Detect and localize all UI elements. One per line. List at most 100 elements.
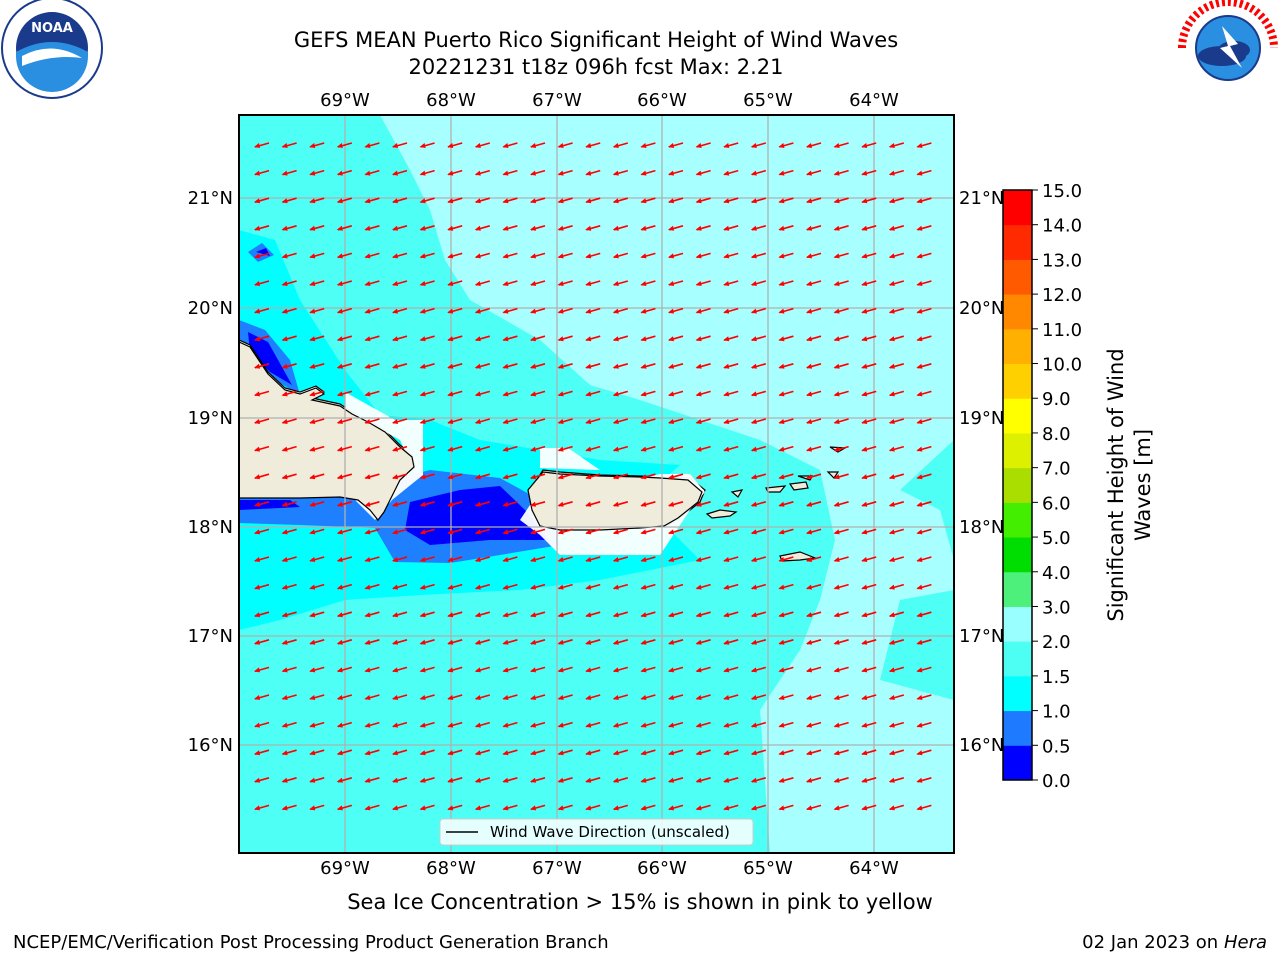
wave-direction-arrow xyxy=(695,666,711,673)
wave-direction-arrow xyxy=(502,639,518,645)
wave-direction-arrow xyxy=(530,528,546,535)
virgin-gorda-island xyxy=(826,471,840,479)
wave-direction-arrow xyxy=(530,611,546,618)
lat-label: 17°N xyxy=(188,626,233,647)
wave-direction-arrow xyxy=(750,804,767,811)
wave-direction-arrow xyxy=(806,473,822,480)
wave-direction-arrow xyxy=(254,390,270,397)
wave-direction-arrow xyxy=(916,390,932,397)
wave-direction-arrow xyxy=(612,639,629,645)
wave-direction-arrow xyxy=(585,225,601,231)
wave-direction-arrow xyxy=(502,501,518,507)
chart-subtitle-forecast: 20221231 t18z 096h fcst Max: 2.21 xyxy=(408,55,784,79)
colorbar-tick-label: 9.0 xyxy=(1042,389,1071,410)
lon-label: 68°W xyxy=(426,90,476,111)
wave-direction-arrow xyxy=(778,307,794,314)
wave-direction-arrow xyxy=(723,556,739,562)
wave-direction-arrow xyxy=(557,445,573,452)
wave-direction-arrow xyxy=(585,252,601,259)
wave-direction-arrow xyxy=(806,694,822,700)
wave-direction-arrow xyxy=(612,335,629,342)
wave-direction-arrow xyxy=(447,363,463,369)
wave-direction-arrow xyxy=(612,804,629,811)
wave-direction-arrow xyxy=(916,363,932,369)
wave-direction-arrow xyxy=(474,473,491,480)
culebra-island xyxy=(730,489,744,498)
wave-direction-arrow xyxy=(695,307,711,314)
wave-direction-arrow xyxy=(254,445,270,452)
lon-labels-top: 69°W 68°W 67°W 66°W 65°W 64°W xyxy=(320,90,899,111)
wave-direction-arrow xyxy=(695,804,711,811)
wave-direction-arrow xyxy=(364,666,380,673)
wave-direction-arrow xyxy=(888,225,905,231)
wave-direction-arrow xyxy=(668,418,684,424)
wave-direction-arrow xyxy=(723,307,739,314)
wave-direction-arrow xyxy=(750,666,767,673)
nws-logo xyxy=(1178,0,1278,98)
wave-direction-arrow xyxy=(640,611,656,618)
wave-direction-arrow xyxy=(309,694,325,700)
wave-direction-arrow xyxy=(695,445,711,452)
lon-label: 68°W xyxy=(426,858,476,879)
wave-direction-arrow xyxy=(640,335,656,342)
wave-direction-arrow xyxy=(750,639,767,645)
wave-direction-arrow xyxy=(309,749,325,756)
wave-direction-arrow xyxy=(888,639,905,645)
wave-direction-arrow xyxy=(254,639,270,645)
wave-direction-arrow xyxy=(668,721,684,728)
colorbar-segment xyxy=(1003,294,1032,330)
wave-direction-arrow xyxy=(419,280,435,286)
wave-direction-arrow xyxy=(309,280,325,286)
colorbar-label-line1: Significant Height of Wind xyxy=(1104,348,1128,621)
wave-direction-arrow xyxy=(916,280,932,286)
wave-direction-arrow xyxy=(861,335,877,342)
wave-direction-arrow xyxy=(309,611,325,618)
wave-direction-arrow xyxy=(695,390,711,397)
wave-direction-arrow xyxy=(254,721,270,728)
wave-direction-arrow xyxy=(447,252,463,259)
wave-direction-arrow xyxy=(254,197,270,204)
wave-direction-arrow xyxy=(364,307,380,314)
wave-direction-arrow xyxy=(861,280,877,286)
wave-direction-arrow xyxy=(585,363,601,369)
wave-direction-arrow xyxy=(281,611,297,618)
wave-direction-arrow xyxy=(612,583,629,590)
wave-direction-arrow xyxy=(309,335,325,342)
wave-direction-arrow xyxy=(447,721,463,728)
wave-direction-arrow xyxy=(530,583,546,590)
vieques-island xyxy=(705,509,738,519)
colorbar-title: Significant Height of Wind Waves [m] xyxy=(1104,348,1155,621)
wave-direction-arrow xyxy=(419,501,435,507)
wave-direction-arrow xyxy=(668,252,684,259)
wave-direction-arrow xyxy=(668,528,684,535)
wave-direction-arrow xyxy=(750,280,767,286)
wave-direction-arrow xyxy=(447,418,463,424)
wave-direction-arrow xyxy=(833,142,849,148)
map-legend: Wind Wave Direction (unscaled) xyxy=(439,818,754,846)
wave-direction-arrow xyxy=(502,197,518,204)
wave-direction-arrow xyxy=(392,363,408,369)
wave-direction-arrow xyxy=(861,225,877,231)
wave-direction-arrow xyxy=(392,225,408,231)
wave-direction-arrow xyxy=(419,611,435,618)
wave-direction-arrow xyxy=(336,197,353,204)
wave-direction-arrow xyxy=(695,363,711,369)
footer-date-text: 02 Jan 2023 on xyxy=(1082,932,1224,953)
wave-direction-arrow xyxy=(557,252,573,259)
wave-direction-arrow xyxy=(447,639,463,645)
wave-direction-arrow xyxy=(419,225,435,231)
wave-direction-arrow xyxy=(474,639,491,645)
wave-direction-arrow xyxy=(585,528,601,535)
wave-direction-arrow xyxy=(612,694,629,700)
wave-direction-arrow xyxy=(557,307,573,314)
wave-direction-arrow xyxy=(419,390,435,397)
wave-direction-arrow xyxy=(254,280,270,286)
wave-direction-arrow xyxy=(750,197,767,204)
wave-direction-arrow xyxy=(861,473,877,480)
wave-direction-arrow xyxy=(916,335,932,342)
wave-direction-arrow xyxy=(474,307,491,314)
wave-direction-arrow xyxy=(861,721,877,728)
wave-direction-arrow xyxy=(309,501,325,507)
wave-direction-arrow xyxy=(419,528,435,535)
wave-direction-arrow xyxy=(723,142,739,148)
